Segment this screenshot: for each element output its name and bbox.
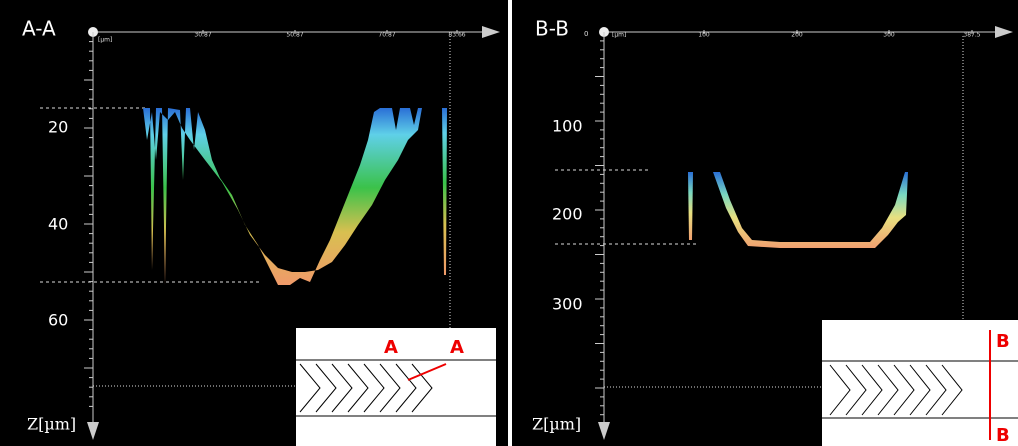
z-label: Z[µm] <box>532 415 581 434</box>
z-tick-label: 20 <box>48 118 68 137</box>
inset-label: B <box>996 331 1010 352</box>
panel-title: B-B <box>535 17 569 41</box>
inset-label: A <box>450 337 464 358</box>
z-tick-label: 100 <box>552 117 583 136</box>
z-tick-label: 200 <box>552 205 583 224</box>
page: A-A B-B Z[µm] Z[µm] [µm] [µm] 0 A A B B … <box>0 0 1018 446</box>
x-origin: 0 <box>584 30 588 38</box>
x-unit: [µm] <box>612 32 626 39</box>
z-tick-label: 60 <box>48 311 68 330</box>
figure: A-A B-B Z[µm] Z[µm] [µm] [µm] 0 A A B B … <box>0 0 1018 446</box>
z-tick-label: 300 <box>552 295 583 314</box>
panel-title: A-A <box>22 17 56 41</box>
x-unit: [µm] <box>98 37 112 44</box>
shape <box>822 320 1018 446</box>
z-label: Z[µm] <box>27 415 76 434</box>
inset-label: B <box>996 425 1010 446</box>
inset-label: A <box>384 337 398 358</box>
z-tick-label: 40 <box>48 215 68 234</box>
